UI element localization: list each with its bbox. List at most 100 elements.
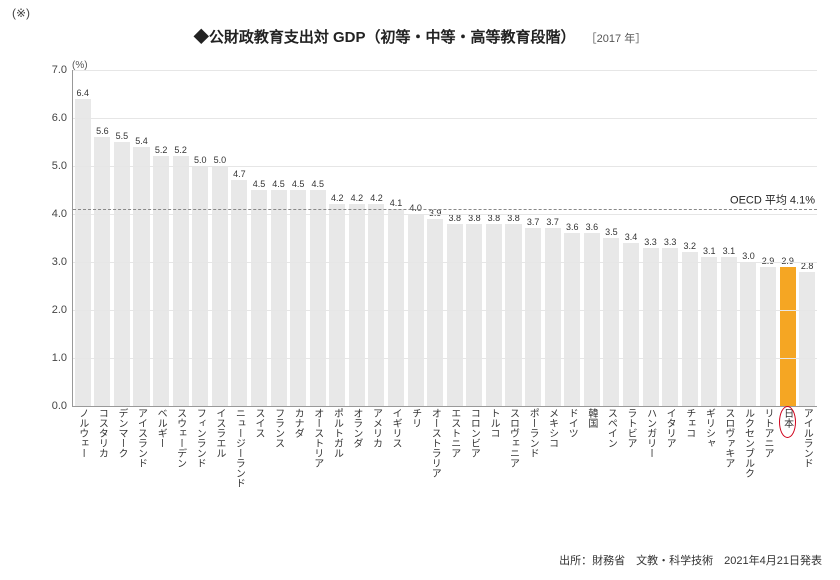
bar: 3.8 bbox=[466, 224, 482, 406]
y-tick-label: 6.0 bbox=[52, 112, 67, 124]
bar-value-label: 4.5 bbox=[272, 179, 285, 189]
bar-value-label: 3.0 bbox=[742, 251, 755, 261]
bar: 3.7 bbox=[545, 228, 561, 406]
bar-value-label: 4.5 bbox=[253, 179, 266, 189]
x-axis-label: イスラエル bbox=[214, 408, 224, 458]
x-axis-label: チェコ bbox=[684, 408, 694, 438]
bars-layer: 6.45.65.55.45.25.25.05.04.74.54.54.54.54… bbox=[73, 70, 817, 406]
bar: 3.2 bbox=[682, 252, 698, 406]
x-axis-label: チリ bbox=[410, 408, 420, 428]
bar-value-label: 3.6 bbox=[586, 222, 599, 232]
bar-value-label: 3.1 bbox=[723, 246, 736, 256]
bar: 4.2 bbox=[349, 204, 365, 406]
x-axis-label: フィンランド bbox=[194, 408, 204, 468]
x-axis-labels: ノルウェーコスタリカデンマークアイスランドベルギースウェーデンフィンランドイスラ… bbox=[72, 408, 816, 488]
y-tick-label: 0.0 bbox=[52, 400, 67, 412]
bar-value-label: 4.0 bbox=[409, 203, 422, 213]
bar-value-label: 3.7 bbox=[527, 217, 540, 227]
bar: 3.8 bbox=[505, 224, 521, 406]
grid-line bbox=[73, 358, 817, 359]
page-root: (※) ◆公財政教育支出対 GDP（初等・中等・高等教育段階） ［2017 年］… bbox=[0, 0, 840, 580]
chart-title-year: ［2017 年］ bbox=[586, 33, 647, 45]
bar: 3.0 bbox=[740, 262, 756, 406]
bar: 5.2 bbox=[153, 156, 169, 406]
bar: 2.8 bbox=[799, 272, 815, 406]
x-axis-label: コロンビア bbox=[468, 408, 478, 458]
x-axis-label: 韓国 bbox=[586, 408, 596, 428]
bar: 5.0 bbox=[212, 166, 228, 406]
x-axis-label: ギリシャ bbox=[703, 408, 713, 448]
footer-source: 出所：財務省 文教・科学技術 2021年4月21日発表 bbox=[559, 552, 822, 568]
bar-value-label: 3.5 bbox=[605, 227, 618, 237]
bar-value-label: 4.2 bbox=[370, 193, 383, 203]
bar-value-label: 5.6 bbox=[96, 126, 109, 136]
bar-value-label: 4.5 bbox=[311, 179, 324, 189]
y-tick-label: 3.0 bbox=[52, 256, 67, 268]
bar-value-label: 4.2 bbox=[351, 193, 364, 203]
chart-area: (%) 6.45.65.55.45.25.25.05.04.74.54.54.5… bbox=[38, 58, 818, 488]
bar: 5.6 bbox=[94, 137, 110, 406]
note-mark: (※) bbox=[12, 6, 30, 20]
bar: 3.4 bbox=[623, 243, 639, 406]
bar-value-label: 3.1 bbox=[703, 246, 716, 256]
x-axis-label: ポルトガル bbox=[331, 408, 341, 458]
x-axis-label: フランス bbox=[273, 408, 283, 448]
grid-line bbox=[73, 262, 817, 263]
x-axis-label: スロヴェニア bbox=[508, 408, 518, 468]
chart-title-row: ◆公財政教育支出対 GDP（初等・中等・高等教育段階） ［2017 年］ bbox=[0, 26, 840, 47]
bar: 3.6 bbox=[584, 233, 600, 406]
bar: 4.5 bbox=[251, 190, 267, 406]
bar: 3.6 bbox=[564, 233, 580, 406]
x-axis-label: メキシコ bbox=[547, 408, 557, 448]
x-axis-label: オーストリア bbox=[312, 408, 322, 468]
x-axis-label: オーストラリア bbox=[429, 408, 439, 478]
bar-value-label: 3.2 bbox=[683, 241, 696, 251]
bar: 3.7 bbox=[525, 228, 541, 406]
grid-line bbox=[73, 70, 817, 71]
x-axis-label: トルコ bbox=[488, 408, 498, 438]
bar-value-label: 5.0 bbox=[194, 155, 207, 165]
title-diamond-icon: ◆ bbox=[194, 29, 209, 46]
bar-value-label: 4.2 bbox=[331, 193, 344, 203]
bar-value-label: 4.1 bbox=[390, 198, 403, 208]
y-tick-label: 2.0 bbox=[52, 304, 67, 316]
bar-value-label: 5.2 bbox=[155, 145, 168, 155]
x-axis-label: イタリア bbox=[664, 408, 674, 448]
x-axis-label: オランダ bbox=[351, 408, 361, 448]
x-axis-label: アメリカ bbox=[370, 408, 380, 448]
x-axis-label: ニュージーランド bbox=[233, 408, 243, 488]
bar: 5.0 bbox=[192, 166, 208, 406]
x-axis-label: ドイツ bbox=[566, 408, 576, 438]
bar: 3.3 bbox=[643, 248, 659, 406]
x-axis-label: アイルランド bbox=[801, 408, 811, 468]
bar: 3.1 bbox=[721, 257, 737, 406]
bar: 3.8 bbox=[486, 224, 502, 406]
bar: 3.8 bbox=[447, 224, 463, 406]
x-axis-label: リトアニア bbox=[762, 408, 772, 458]
x-axis-label: ポーランド bbox=[527, 408, 537, 458]
bar: 4.5 bbox=[310, 190, 326, 406]
bar: 4.5 bbox=[271, 190, 287, 406]
bar-value-label: 5.2 bbox=[174, 145, 187, 155]
bar-value-label: 4.5 bbox=[292, 179, 305, 189]
grid-line bbox=[73, 166, 817, 167]
bar: 6.4 bbox=[75, 99, 91, 406]
x-axis-label: 日本 bbox=[782, 408, 792, 428]
y-tick-label: 1.0 bbox=[52, 352, 67, 364]
bar-value-label: 2.9 bbox=[781, 256, 794, 266]
bar-value-label: 3.6 bbox=[566, 222, 579, 232]
y-tick-label: 4.0 bbox=[52, 208, 67, 220]
bar: 2.9 bbox=[780, 267, 796, 406]
bar-value-label: 3.7 bbox=[546, 217, 559, 227]
grid-line bbox=[73, 118, 817, 119]
x-axis-label: スペイン bbox=[605, 408, 615, 448]
y-tick-label: 5.0 bbox=[52, 160, 67, 172]
bar: 3.1 bbox=[701, 257, 717, 406]
bar-value-label: 3.4 bbox=[625, 232, 638, 242]
x-axis-label: ノルウェー bbox=[77, 408, 87, 458]
bar: 5.4 bbox=[133, 147, 149, 406]
bar-value-label: 2.9 bbox=[762, 256, 775, 266]
bar-value-label: 6.4 bbox=[77, 88, 90, 98]
bar: 5.2 bbox=[173, 156, 189, 406]
oecd-average-label: OECD 平均 4.1% bbox=[730, 192, 815, 208]
